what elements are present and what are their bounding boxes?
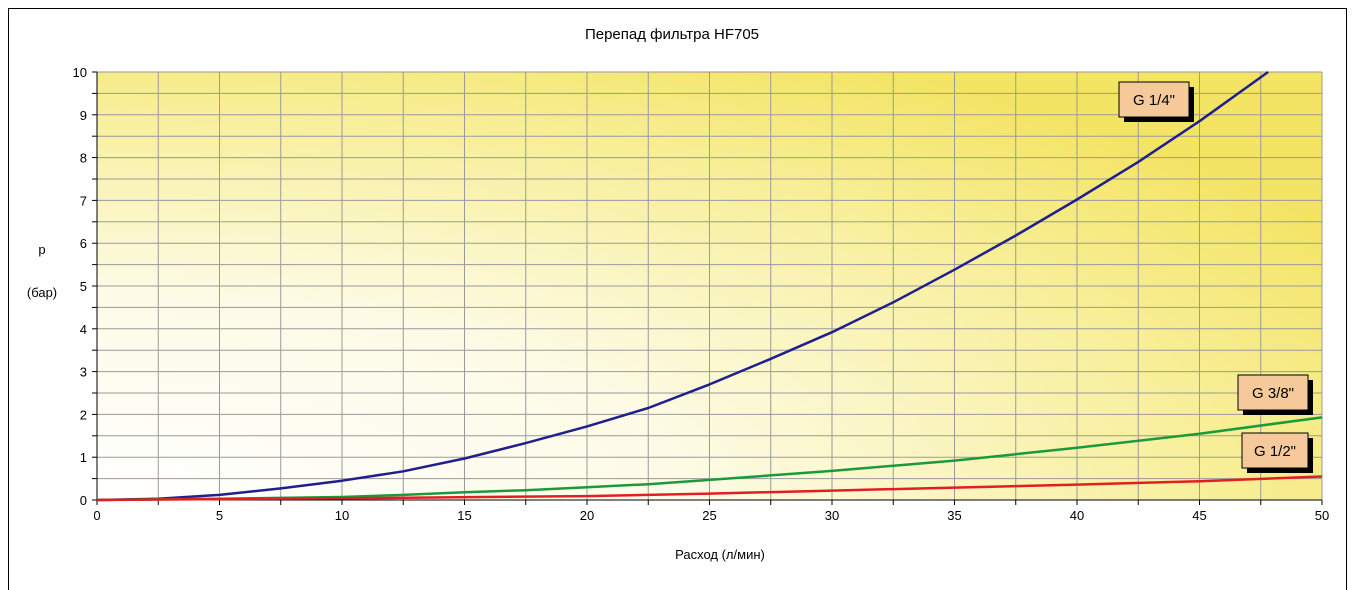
y-tick-label: 3 [80, 365, 87, 380]
y-tick-label: 4 [80, 322, 87, 337]
label-box [1237, 374, 1309, 411]
x-tick-label: 5 [216, 508, 223, 523]
axes [92, 71, 1323, 505]
y-tick-labels: 0 1 2 3 4 5 6 7 8 9 10 [73, 65, 87, 508]
x-tick-label: 40 [1070, 508, 1084, 523]
x-tick-label: 15 [457, 508, 471, 523]
y-tick-label: 5 [80, 279, 87, 294]
y-tick-label: 2 [80, 407, 87, 422]
x-tick-label: 0 [93, 508, 100, 523]
x-tick-label: 45 [1192, 508, 1206, 523]
chart-title: Перепад фильтра HF705 [585, 26, 759, 43]
chart-frame [8, 8, 1347, 590]
x-tick-labels: 0 5 10 15 20 25 30 35 40 45 50 [93, 508, 1329, 523]
series-line-2 [96, 416, 1323, 502]
y-tick-label: 7 [80, 193, 87, 208]
series-line-3 [96, 475, 1323, 502]
y-tick-label: 8 [80, 151, 87, 166]
label-box [1241, 432, 1309, 469]
series-labels: G 1/4" G 3/8" G 1/2" [1118, 81, 1313, 473]
y-tick-label: 6 [80, 236, 87, 251]
x-tick-label: 25 [702, 508, 716, 523]
series-lines [96, 70, 1323, 502]
x-tick-label: 20 [580, 508, 594, 523]
y-tick-label: 1 [80, 450, 87, 465]
series-label-text: G 1/4" [1133, 92, 1175, 109]
x-tick-label: 10 [335, 508, 349, 523]
y-tick-label: 10 [73, 65, 87, 80]
series-label-text: G 1/2" [1254, 443, 1296, 460]
x-axis-label: Расход (л/мин) [675, 547, 765, 562]
y-axis-label-unit: (бар) [27, 285, 57, 300]
x-tick-label: 30 [825, 508, 839, 523]
label-box [1118, 81, 1190, 118]
x-tick-label: 35 [947, 508, 961, 523]
x-tick-label: 50 [1315, 508, 1329, 523]
grid-lines [96, 71, 1323, 501]
y-tick-label: 0 [80, 493, 87, 508]
series-line-1 [96, 70, 1269, 502]
series-label-text: G 3/8" [1252, 385, 1294, 402]
y-tick-label: 9 [80, 108, 87, 123]
y-axis-label-p: p [38, 242, 45, 257]
